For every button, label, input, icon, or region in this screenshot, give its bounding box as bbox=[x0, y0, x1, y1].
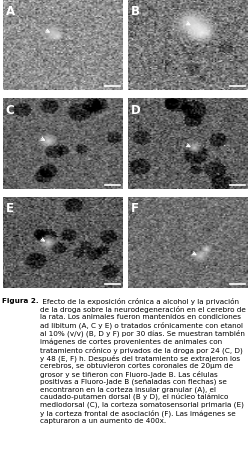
Text: D: D bbox=[130, 103, 140, 116]
Text: E: E bbox=[6, 202, 14, 215]
Text: A: A bbox=[6, 5, 15, 17]
Text: C: C bbox=[6, 103, 14, 116]
Text: B: B bbox=[130, 5, 140, 17]
Text: Efecto de la exposición crónica a alcohol y la privación de la droga sobre la ne: Efecto de la exposición crónica a alcoho… bbox=[40, 297, 246, 423]
Text: Figura 2.: Figura 2. bbox=[2, 297, 39, 303]
Text: F: F bbox=[130, 202, 138, 215]
